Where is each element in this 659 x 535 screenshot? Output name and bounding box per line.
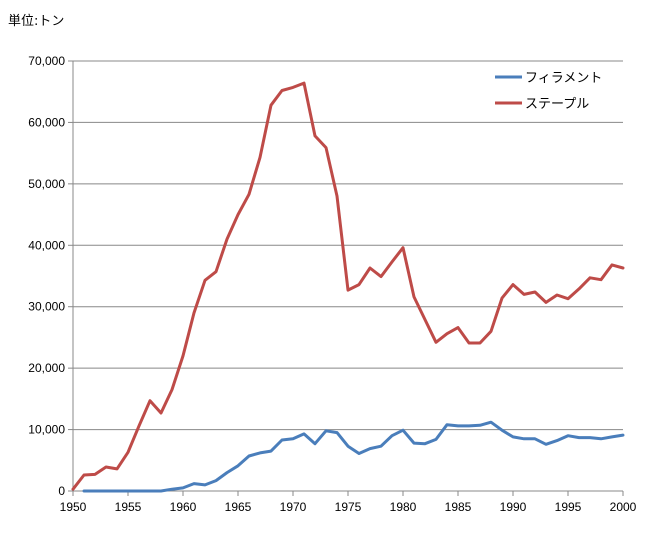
x-tick-label: 1955 <box>115 500 142 514</box>
x-axis-ticks: 1950 1955 1960 1965 1970 1975 1980 1985 1990 1995… <box>60 491 637 514</box>
axes <box>72 61 623 492</box>
legend-label: ステープル <box>525 97 589 112</box>
x-tick-label: 1990 <box>500 500 527 514</box>
legend-label: フィラメント <box>525 71 602 86</box>
y-tick-label: 10,000 <box>28 423 65 437</box>
y-tick-label: 50,000 <box>28 177 65 191</box>
series-line-1 <box>82 420 625 493</box>
x-tick-label: 1970 <box>280 500 307 514</box>
y-axis-ticks: 0 10,000 20,000 30,000 40,000 50,000 60,000 70,… <box>28 54 73 498</box>
grid-lines <box>73 60 623 431</box>
y-tick-label: 30,000 <box>28 300 65 314</box>
unit-label: 単位:トン <box>8 14 65 29</box>
x-tick-label: 1995 <box>555 500 582 514</box>
x-tick-label: 1965 <box>225 500 252 514</box>
x-tick-label: 1960 <box>170 500 197 514</box>
x-tick-label: 2000 <box>610 500 637 514</box>
y-tick-label: 0 <box>58 484 65 498</box>
x-tick-label: 1950 <box>60 500 87 514</box>
y-tick-label: 20,000 <box>28 361 65 375</box>
y-tick-label: 70,000 <box>28 54 65 68</box>
series-line-2 <box>71 81 625 491</box>
y-tick-label: 60,000 <box>28 115 65 129</box>
x-tick-label: 1985 <box>445 500 472 514</box>
y-tick-label: 40,000 <box>28 238 65 252</box>
x-tick-label: 1975 <box>335 500 362 514</box>
x-tick-label: 1980 <box>390 500 417 514</box>
series-lines <box>71 81 625 493</box>
